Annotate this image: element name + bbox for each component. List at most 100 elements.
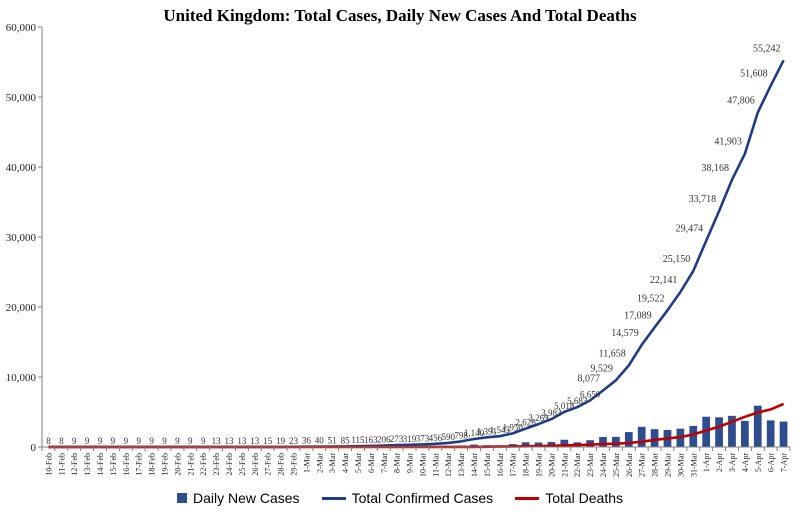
data-label: 47,806 [727,95,755,106]
bar [599,437,607,447]
data-label: 8 [59,436,64,446]
data-label: 2,626 [515,418,536,428]
x-tick-label: 11-Mar [431,453,440,477]
x-tick-label: 10-Feb [44,453,53,476]
x-tick-label: 27-Feb [264,453,273,476]
legend: Daily New Cases Total Confirmed Cases To… [0,490,800,506]
data-label: 51 [328,436,337,446]
data-label: 33,718 [689,194,717,205]
x-tick-label: 31-Mar [689,453,698,477]
x-tick-label: 22-Feb [199,453,208,476]
bar [560,439,569,447]
x-tick-label: 7-Mar [380,453,389,473]
x-tick-label: 20-Mar [547,453,556,477]
data-label: 9 [162,436,167,446]
x-tick-label: 17-Mar [509,453,518,477]
x-tick-label: 7-Apr [780,453,789,472]
data-labels: 8 8 9 9 9 9 9 9 9 9 9 9 9 13 13 13 13 15 19 23 36 40 51 85 115 16… [46,43,780,446]
data-label: 17,089 [624,310,652,321]
data-label: 13 [225,436,235,446]
data-label: 51,608 [740,69,768,80]
y-tick-label: 30,000 [6,232,37,244]
x-tick-label: 29-Mar [664,453,673,477]
data-label: 3,983 [541,408,562,418]
y-tick-label: 20,000 [6,302,37,314]
data-label: 9,529 [590,363,613,374]
data-label: 273 [390,434,404,444]
y-tick-label: 40,000 [6,162,37,174]
x-tick-label: 15-Feb [109,453,118,476]
x-tick-label: 25-Mar [612,453,621,477]
x-tick-label: 4-Apr [741,453,750,472]
data-label: 1,543 [490,425,511,435]
x-tick-label: 24-Feb [225,453,234,476]
chart-title: United Kingdom: Total Cases, Daily New C… [163,6,637,25]
legend-item-total-deaths: Total Deaths [515,490,623,506]
x-tick-label: 28-Mar [651,453,660,477]
data-label: 85 [341,435,351,445]
y-tick-label: 0 [31,442,37,454]
data-label: 373 [416,433,430,443]
data-label: 1,140 [464,428,485,438]
legend-label: Total Confirmed Cases [351,490,494,506]
legend-swatch-line [321,496,346,500]
x-tick-label: 14-Feb [96,453,105,476]
x-tick-label: 25-Feb [238,453,247,476]
data-label: 1,950 [503,422,524,432]
data-label: 9 [98,436,103,446]
data-label: 38,168 [701,163,729,174]
x-tick-label: 17-Feb [135,453,144,476]
x-tick-label: 2-Apr [715,453,724,472]
legend-swatch-line [515,496,540,500]
bar [650,429,659,447]
x-tick-label: 21-Feb [186,453,195,476]
x-tick-label: 11-Feb [57,453,66,475]
x-tick-label: 8-Mar [393,453,402,473]
data-label: 19 [276,436,286,446]
data-label: 41,903 [714,137,742,148]
x-tick-label: 1-Mar [302,453,311,473]
data-label: 3,269 [528,413,549,423]
data-label: 19,522 [637,293,665,304]
data-label: 13 [237,436,247,446]
data-label: 115 [351,435,365,445]
x-tick-label: 21-Mar [560,453,569,477]
data-label: 13 [212,436,222,446]
data-label: 40 [315,436,325,446]
x-tick-label: 15-Mar [483,453,492,477]
x-tick-label: 28-Feb [277,453,286,476]
x-tick-label: 18-Feb [148,453,157,476]
data-label: 6,650 [580,389,601,399]
bar [689,425,698,447]
x-tick-label: 12-Mar [444,453,453,477]
x-tick-label: 18-Mar [522,453,531,477]
data-label: 9 [201,436,206,446]
x-tick-label: 2-Mar [315,453,324,473]
bar [753,405,762,447]
x-tick-label: 27-Mar [638,453,647,477]
x-tick-label: 19-Feb [161,453,170,476]
data-label: 9 [136,436,141,446]
bar [624,432,633,447]
x-tick-label: 5-Mar [354,453,363,473]
x-tick-label: 29-Feb [290,453,299,476]
data-label: 456 [429,433,443,443]
x-tick-label: 3-Mar [328,453,337,473]
x-tick-label: 10-Mar [418,453,427,477]
bar [766,420,775,447]
data-label: 15 [263,436,273,446]
bar [779,421,788,447]
bar [740,420,749,447]
legend-item-daily-new-cases: Daily New Cases [176,490,300,506]
data-label: 5,683 [567,396,588,406]
data-label: 8,077 [578,373,601,384]
x-tick-label: 20-Feb [173,453,182,476]
legend-label: Daily New Cases [192,490,300,506]
x-tick-label: 13-Feb [83,453,92,476]
data-label: 9 [124,436,129,446]
data-label: 163 [364,435,378,445]
x-tick-label: 16-Feb [122,453,131,476]
x-tick-label: 1-Apr [702,453,711,472]
x-tick-label: 30-Mar [676,453,685,477]
